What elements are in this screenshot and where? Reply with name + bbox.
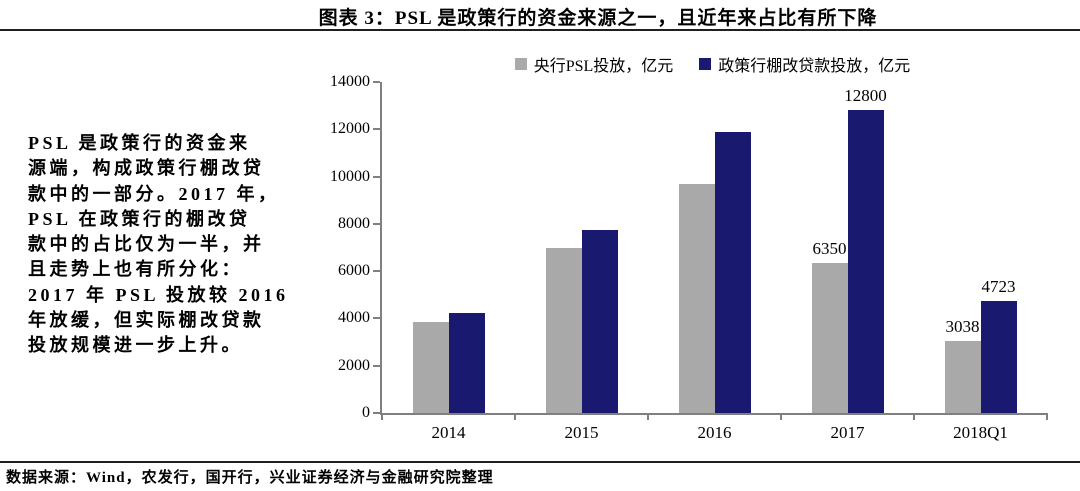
- x-axis-tick: [381, 413, 383, 420]
- bar-series2-2014: [448, 312, 485, 413]
- legend-item: 央行PSL投放，亿元: [514, 52, 674, 76]
- bar-value-label: 12800: [844, 86, 887, 106]
- y-axis-tick: [373, 270, 380, 273]
- x-axis-label: 2015: [564, 423, 599, 442]
- bar-series1-2016: [678, 183, 715, 413]
- y-axis-label: 10000: [330, 167, 370, 185]
- y-axis-tick: [373, 128, 380, 131]
- bar-series1-2015: [545, 247, 582, 413]
- y-axis-tick: [373, 317, 380, 320]
- x-axis-tick: [913, 413, 915, 420]
- y-axis-tick: [373, 175, 380, 178]
- bar-series1-2014: [412, 322, 449, 413]
- bar-series1-2017: [811, 262, 848, 413]
- y-axis-label: 14000: [330, 73, 370, 90]
- bar-series2-2016: [714, 131, 751, 413]
- legend-item: 政策行棚改贷款投放，亿元: [699, 52, 910, 76]
- bar-series1-2018Q1: [944, 341, 981, 413]
- legend-swatch-icon: [514, 58, 527, 70]
- bar-series2-2018Q1: [980, 301, 1017, 413]
- y-axis-label: 4000: [338, 309, 370, 327]
- legend-swatch-icon: [699, 58, 712, 70]
- plot-area: 0 2000 4000 6000 8000 10000 12000 14000 2014 2015…: [330, 73, 1048, 442]
- x-axis-tick: [647, 413, 649, 420]
- x-axis-label: 2017: [830, 423, 865, 442]
- commentary-text: PSL 是政策行的资金来 源端，构成政策行棚改贷 款中的一部分。2017 年， …: [28, 133, 289, 356]
- y-axis-label: 2000: [338, 356, 370, 374]
- legend-label: 央行PSL投放，亿元: [533, 58, 674, 75]
- y-axis-tick: [373, 412, 380, 414]
- y-axis-label: 0: [362, 404, 370, 421]
- bar-value-label: 3038: [945, 317, 980, 337]
- x-axis-label: 2014: [431, 423, 466, 442]
- x-axis-tick: [780, 413, 782, 420]
- y-axis-tick: [373, 222, 380, 225]
- x-axis-label: 2018Q1: [953, 423, 1008, 442]
- x-axis-tick: [514, 413, 516, 420]
- y-axis-label: 12000: [330, 120, 370, 138]
- footer-divider: [0, 461, 1080, 463]
- bar-value-label: 6350: [812, 238, 847, 258]
- bar-series2-2015: [581, 229, 618, 413]
- figure-title: 图表 3：PSL 是政策行的资金来源之一，且近年来占比有所下降: [318, 8, 878, 29]
- x-axis-tick: [1046, 413, 1048, 420]
- chart-legend: 央行PSL投放，亿元 政策行棚改贷款投放，亿元: [380, 52, 1045, 76]
- legend-label: 政策行棚改贷款投放，亿元: [718, 58, 911, 75]
- data-source: 数据来源：Wind，农发行，国开行，兴业证券经济与金融研究院整理: [6, 470, 494, 486]
- y-axis-tick: [373, 81, 380, 83]
- x-axis-label: 2016: [697, 423, 732, 442]
- bar-value-label: 4723: [981, 277, 1016, 297]
- bar-series2-2017: [847, 110, 884, 413]
- y-axis-label: 6000: [338, 262, 370, 280]
- title-divider: [0, 29, 1080, 31]
- y-axis-tick: [373, 364, 380, 367]
- y-axis-label: 8000: [338, 214, 370, 232]
